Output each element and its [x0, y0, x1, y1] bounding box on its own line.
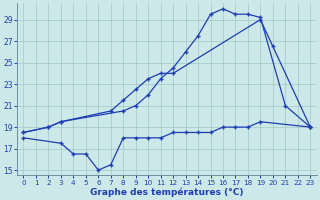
X-axis label: Graphe des températures (°C): Graphe des températures (°C) [90, 187, 244, 197]
